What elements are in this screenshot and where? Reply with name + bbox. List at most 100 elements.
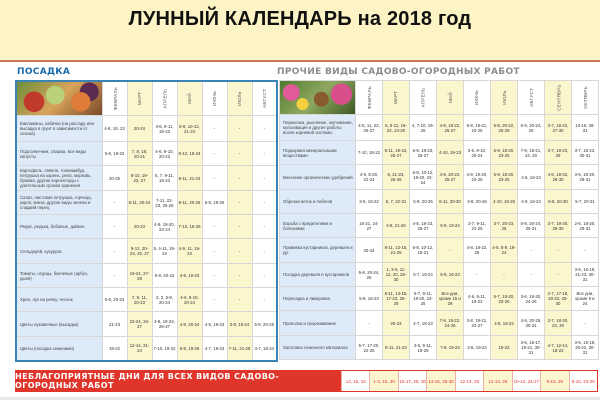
days-cell: 7-9, 18-21, 24, 30 [517, 140, 545, 165]
days-cell: 3-6, 8-10, 20-24 [463, 140, 491, 165]
month-header: ИЮНЬ [463, 80, 491, 115]
row-label: Внесение органических удобрений [279, 164, 356, 190]
days-cell: 5-8, 10-12, 18-21 [409, 237, 437, 263]
days-cell: 3-5, 19-24 [463, 335, 491, 360]
days-cell: 5-8, 20-22, 25-28 [490, 114, 518, 141]
days-cell: 20-25 [101, 165, 128, 191]
unfavorable-days-cell: 10-12, 24-27 [511, 371, 540, 391]
days-cell: - [251, 214, 278, 239]
days-cell: 4-8, 20-24 [176, 311, 203, 337]
other-works-heading: ПРОЧИЕ ВИДЫ САДОВО-ОГОРОДНЫХ РАБОТ [277, 67, 520, 77]
days-cell: 4-9, 19-22, 25-27 [436, 114, 464, 141]
month-header: ИЮЛЬ [490, 80, 518, 115]
days-cell: 3-7, 19-23, 29 [544, 140, 572, 165]
days-cell: 5-9, 18-23, 26-27 [409, 140, 437, 165]
days-cell: 6-7, 18-20, 23-26 [490, 286, 518, 311]
days-cell: - [201, 287, 228, 312]
days-cell: - [201, 214, 228, 239]
days-cell: 19-22 [101, 336, 128, 361]
table-row: Перекопка, рыхление, окучивание, культив… [279, 114, 599, 141]
days-cell: 5, 7, 9-11, 19-23 [151, 165, 178, 191]
days-cell: 9-11, 21-23 [176, 165, 203, 191]
table-row: Внесение органических удобрений 4-6, 8-20… [279, 164, 599, 190]
unfavorable-days-cell: 14-16, 28-30 [426, 371, 455, 391]
row-label: Подсолнечник, спаржа, все виды капусты [15, 141, 103, 166]
days-cell: 3-5, 15-18, 20-22, 30-31 [571, 335, 599, 360]
row-label: Прополка и прореживание [279, 310, 356, 336]
table-row: Борьба с вредителями и болезнями 16-21, 2… [279, 213, 599, 238]
days-cell: 4-6, 8-11, 19-23 [463, 286, 491, 311]
month-header: АВГУСТ [251, 80, 278, 116]
days-cell: 21-23 [101, 311, 128, 337]
days-cell: Все дни, кроме 15 и 29 [436, 286, 464, 311]
month-label: ИЮЛЬ [236, 91, 242, 106]
days-cell: 5-7, 19-24 [409, 262, 437, 287]
row-label: Перекопка, рыхление, окучивание, культив… [279, 114, 356, 141]
row-label: Прививка кустарников, деревьев и др. [279, 237, 356, 263]
month-label: АПРЕЛЬ [420, 87, 426, 108]
days-cell: 3-7, 18-20, 23, 30 [544, 310, 572, 336]
days-cell: 4-9, 18-23 [517, 189, 545, 214]
days-cell: 8-11, 13-15, 17-23, 26-29 [382, 286, 410, 311]
days-cell: 5-9, 20-24, 26 [517, 114, 545, 141]
days-cell: 6-9, 20-25 [251, 311, 278, 337]
days-cell: 3-7, 9-11, 21-25 [463, 213, 491, 238]
row-label: Борьба с вредителями и болезнями [279, 213, 356, 238]
days-cell: 20-24 [355, 237, 383, 263]
days-cell: - [226, 165, 253, 191]
month-label: ИЮЛЬ [501, 90, 507, 105]
days-cell: 5-9, 20-24 [151, 263, 178, 288]
days-cell: 3-8, 19-24 [226, 311, 253, 337]
days-cell: 4-5, 11, 22, 26-27 [355, 114, 383, 141]
days-cell: 4-7, 19-23 [201, 336, 228, 361]
days-cell: 5-11, 20-30 [436, 189, 464, 214]
month-header: ОКТЯБРЬ [571, 80, 599, 115]
days-cell: 16-21, 24-27 [355, 213, 383, 238]
days-cell: 5-8, 19-22 [101, 141, 128, 166]
days-cell: - [101, 238, 128, 264]
row-label: Хрен, лук на репку, чеснок [15, 287, 103, 312]
days-cell: 5-8, 20-24, 26 [355, 262, 383, 287]
days-cell: - [201, 165, 228, 191]
days-cell: - [226, 141, 253, 166]
days-cell: - [226, 287, 253, 312]
table-row: Подсолнечник, спаржа, все виды капусты 5-… [15, 141, 278, 166]
table-row: Пересадка и пикировка 5-8, 18-23 8-11, 13-… [279, 286, 599, 311]
days-cell: 4-9, 19-20, 22-25 [463, 164, 491, 190]
days-cell: 4-10, 19-26 [490, 189, 518, 214]
days-cell: 7-11, 22-23, 25-26 [151, 190, 178, 215]
days-cell: 13-16, 28-31 [571, 114, 599, 141]
days-cell: 5-9, 19-24 [436, 213, 464, 238]
days-cell: - [226, 238, 253, 264]
days-cell: 3-6, 16-17, 19-21, 30-31 [517, 335, 545, 360]
days-cell: - [251, 287, 278, 312]
days-cell: 4-9, 11, 19-23 [176, 238, 203, 264]
days-cell: 8-11, 13-15, 21-25 [382, 237, 410, 263]
month-header: ФЕВРАЛЬ [101, 80, 128, 116]
unfavorable-days-banner: НЕБЛАГОПРИЯТНЫЕ ДНИ ДЛЯ ВСЕХ ВИДОВ САДОВ… [15, 370, 598, 392]
days-cell: - [201, 141, 228, 166]
table-row: Обрезка веток и побегов 3-5, 18-22 5, 7, 2… [279, 189, 599, 214]
month-label: МАРТ [136, 91, 142, 106]
days-cell: 4-8, 19-23, 26-27 [151, 311, 178, 337]
unfavorable-days-cell: 15-17, 29, 30 [397, 371, 426, 391]
days-cell: 5-8, 18-23 [355, 286, 383, 311]
days-cell: 4-8, 18-22, 25 [463, 237, 491, 263]
days-cell: 5-9, 18-23 [436, 262, 464, 287]
days-cell: 4-8, 18-22 [490, 310, 518, 336]
days-cell: - [251, 190, 278, 215]
days-cell: 5-9, 19-25 [176, 336, 203, 361]
days-cell: 20-23 [382, 310, 410, 336]
days-cell: 3-5, 18-20, 29-31 [571, 164, 599, 190]
days-cell: 5-9, 20-25 [409, 189, 437, 214]
month-label: СЕНТЯБРЬ [556, 84, 562, 111]
days-cell: 19-22 [490, 335, 518, 360]
table-row: Картофель, свёкла, топинамбур, петрушка … [15, 165, 278, 191]
unfavorable-days-cells: 14, 15, 16 1-3, 16, 30 15-17, 29, 30 14-16,… [340, 370, 598, 392]
table-row: Редис, редька, бобовые, дайкон -20-23 4-9,… [15, 214, 278, 239]
month-header: ФЕВРАЛЬ [355, 80, 383, 115]
table-row: Хрен, лук на репку, чеснок 5-8, 20-23 7, 9… [15, 287, 278, 312]
days-cell: 7, 9, 11, 20-23 [126, 287, 153, 312]
days-cell: 8-12, 19-24 [176, 141, 203, 166]
month-header: АПРЕЛЬ [151, 80, 178, 116]
